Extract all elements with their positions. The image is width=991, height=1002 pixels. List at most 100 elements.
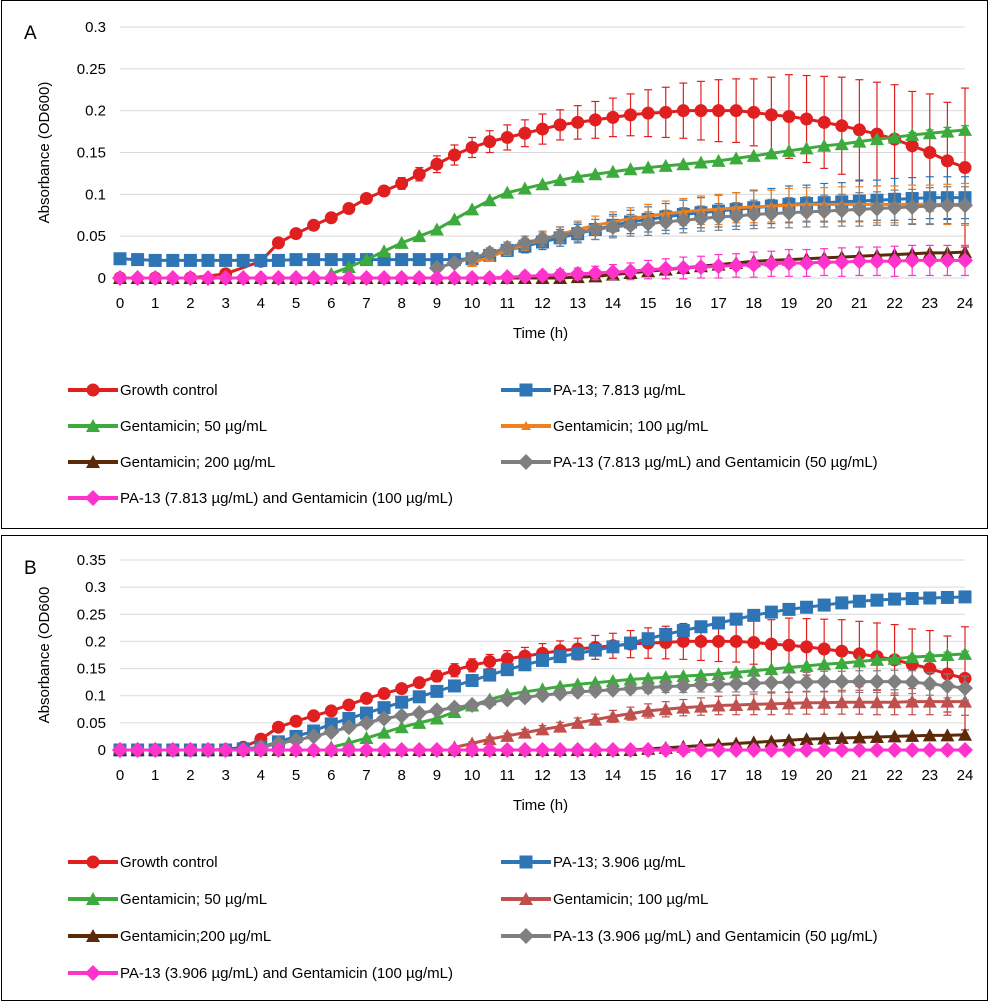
data-point <box>692 259 709 276</box>
data-point <box>305 742 322 758</box>
data-point <box>835 119 849 133</box>
legend-label: Gentamicin; 100 µg/mL <box>553 418 708 435</box>
x-tick-label: 14 <box>605 295 622 312</box>
data-point <box>676 700 691 714</box>
data-point <box>252 742 269 758</box>
x-tick-label: 12 <box>534 295 551 312</box>
data-point <box>288 270 305 286</box>
data-point <box>800 600 814 614</box>
data-point <box>657 742 674 758</box>
y-tick-label: 0.15 <box>77 145 106 162</box>
data-point <box>131 253 145 267</box>
data-point <box>500 728 515 742</box>
data-point <box>764 637 778 651</box>
data-point <box>164 270 181 286</box>
data-point <box>359 691 373 705</box>
data-point <box>780 254 797 271</box>
legend-item: Gentamicin;200 µg/mL <box>68 928 271 945</box>
data-point <box>852 123 866 137</box>
data-point <box>940 154 954 168</box>
data-point <box>465 674 479 688</box>
data-point <box>148 253 162 267</box>
y-tick-label: 0.05 <box>77 715 106 732</box>
data-point <box>675 677 692 694</box>
data-point <box>763 674 780 691</box>
y-tick-label: 0 <box>98 742 106 759</box>
data-point <box>499 269 516 286</box>
data-point <box>394 720 409 734</box>
data-point <box>393 270 410 286</box>
data-point <box>500 652 514 666</box>
x-tick-label: 22 <box>886 295 903 312</box>
data-point <box>868 253 885 270</box>
data-point <box>745 206 762 223</box>
data-point <box>219 253 233 267</box>
data-point <box>940 590 954 604</box>
data-point <box>376 270 393 286</box>
legend-marker <box>86 929 100 942</box>
data-point <box>641 703 656 717</box>
legend-marker <box>86 455 100 468</box>
data-point <box>377 687 391 701</box>
data-point <box>288 732 305 749</box>
data-point <box>428 259 445 276</box>
data-point <box>887 729 902 743</box>
data-point <box>958 122 972 136</box>
data-point <box>868 200 885 217</box>
data-point <box>904 198 921 215</box>
data-point <box>712 634 726 648</box>
data-point <box>428 702 445 719</box>
data-point <box>782 638 796 652</box>
data-point <box>553 719 568 733</box>
data-point <box>641 106 655 120</box>
data-point <box>851 253 868 270</box>
data-point <box>534 687 551 704</box>
data-point <box>536 122 549 136</box>
data-point <box>428 742 445 758</box>
x-tick-label: 6 <box>327 767 335 784</box>
data-point <box>446 742 463 758</box>
data-point <box>958 727 972 741</box>
legend: Growth control PA-13; 3.906 µg/mL Gentamic… <box>68 854 878 982</box>
data-point <box>640 215 657 232</box>
x-tick-label: 7 <box>362 767 370 784</box>
data-point <box>710 208 727 225</box>
x-tick-label: 9 <box>433 295 441 312</box>
legend-item: Gentamicin; 100 µg/mL <box>501 418 708 435</box>
y-tick-label: 0.25 <box>77 61 106 78</box>
data-point <box>587 221 604 238</box>
legend-label: Gentamicin; 200 µg/mL <box>120 454 275 471</box>
data-point <box>782 110 796 124</box>
data-point <box>781 696 796 710</box>
data-point <box>395 682 409 696</box>
data-point <box>535 177 550 191</box>
data-point <box>588 643 602 657</box>
data-point <box>764 605 778 619</box>
data-point <box>728 742 745 758</box>
data-point <box>781 660 796 674</box>
data-point <box>729 612 743 626</box>
data-point <box>833 742 850 758</box>
data-point <box>745 742 762 758</box>
data-point <box>780 204 797 221</box>
data-point <box>412 167 426 181</box>
data-point <box>606 110 620 124</box>
data-point <box>271 236 285 250</box>
chart-a: 00.050.10.150.20.250.30 1 2 3 4 5 6 7 8 9 10 11 12 13… <box>36 19 973 507</box>
data-point <box>235 742 252 758</box>
data-point <box>710 258 727 275</box>
data-point <box>377 244 392 258</box>
legend-item: PA-13 (7.813 µg/mL) and Gentamicin (50 µ… <box>501 454 878 471</box>
legend-label: Growth control <box>120 854 218 871</box>
y-tick-label: 0.35 <box>77 552 106 569</box>
data-point <box>817 657 832 671</box>
data-point <box>393 742 410 758</box>
data-point <box>569 683 586 700</box>
data-point <box>816 254 833 271</box>
data-point <box>799 732 814 746</box>
data-point <box>377 725 392 739</box>
data-point <box>552 742 569 758</box>
data-point <box>465 658 479 672</box>
x-tick-label: 11 <box>500 767 516 784</box>
x-tick-label: 10 <box>464 767 481 784</box>
